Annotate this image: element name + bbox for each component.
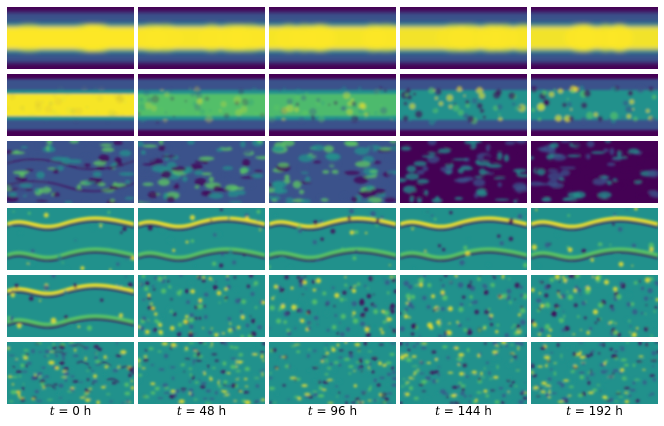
- field-panel-r2-c5: [531, 74, 658, 136]
- time-variable: t: [176, 404, 182, 418]
- time-value: = 96 h: [312, 404, 358, 418]
- field-panel-r3-c4: [400, 141, 527, 203]
- field-panel-r3-c2: [138, 141, 265, 203]
- field-panel-r2-c3: [269, 74, 396, 136]
- field-panel-r1-c5: [531, 7, 658, 69]
- time-value: = 48 h: [181, 404, 227, 418]
- time-label-col-1: t = 0 h: [7, 402, 134, 420]
- field-panel-r1-c2: [138, 7, 265, 69]
- field-panel-r5-c2: [138, 275, 265, 337]
- field-panel-r6-c2: [138, 342, 265, 404]
- field-panel-r4-c4: [400, 208, 527, 270]
- field-panel-r2-c1: [7, 74, 134, 136]
- field-panel-r6-c5: [531, 342, 658, 404]
- time-label-col-5: t = 192 h: [531, 402, 658, 420]
- time-variable: t: [566, 404, 571, 418]
- field-panel-r6-c4: [400, 342, 527, 404]
- time-variable: t: [49, 404, 55, 418]
- field-panel-r6-c3: [269, 342, 396, 404]
- time-variable: t: [307, 404, 313, 418]
- field-panel-r2-c4: [400, 74, 527, 136]
- time-label-col-2: t = 48 h: [138, 402, 265, 420]
- time-label-col-3: t = 96 h: [269, 402, 396, 420]
- field-panel-r4-c2: [138, 208, 265, 270]
- time-label-col-4: t = 144 h: [400, 402, 527, 420]
- field-panel-r4-c1: [7, 208, 134, 270]
- field-panel-r5-c1: [7, 275, 134, 337]
- field-panel-r5-c4: [400, 275, 527, 337]
- field-panel-r5-c5: [531, 275, 658, 337]
- field-panel-r3-c3: [269, 141, 396, 203]
- time-value: = 0 h: [54, 404, 92, 418]
- field-panel-r3-c5: [531, 141, 658, 203]
- field-panel-r3-c1: [7, 141, 134, 203]
- field-panel-r4-c3: [269, 208, 396, 270]
- field-panel-r2-c2: [138, 74, 265, 136]
- field-panel-r4-c5: [531, 208, 658, 270]
- field-panel-r1-c4: [400, 7, 527, 69]
- field-panel-r5-c3: [269, 275, 396, 337]
- time-variable: t: [435, 404, 440, 418]
- field-panel-r1-c3: [269, 7, 396, 69]
- field-panel-r6-c1: [7, 342, 134, 404]
- field-panel-r1-c1: [7, 7, 134, 69]
- time-value: = 192 h: [570, 404, 623, 418]
- time-value: = 144 h: [439, 404, 492, 418]
